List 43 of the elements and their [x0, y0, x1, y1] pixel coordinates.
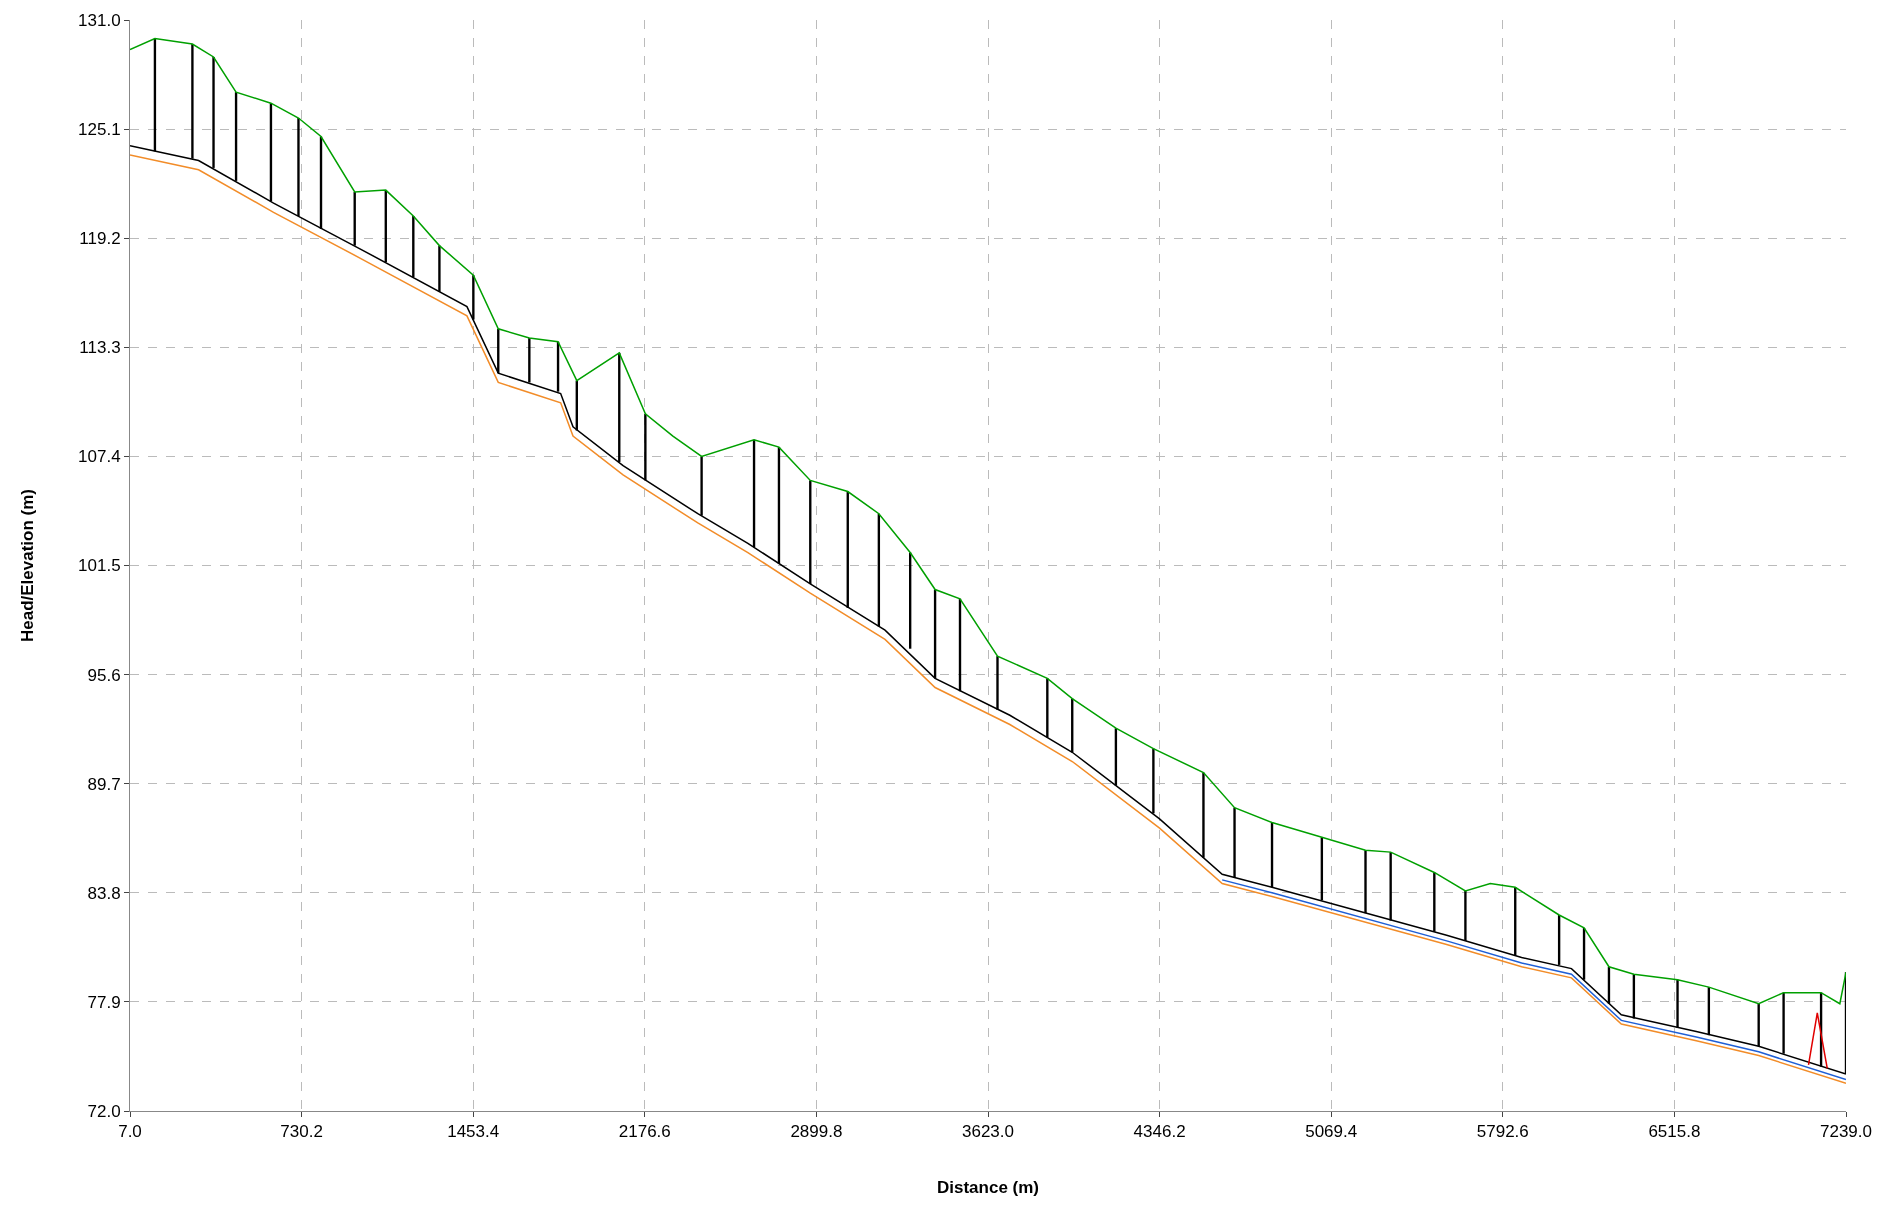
bar — [1233, 807, 1236, 879]
y-axis-title: Head/Elevation (m) — [17, 488, 37, 643]
bar — [1046, 678, 1049, 738]
x-tick-label: 7.0 — [118, 1122, 142, 1142]
bar — [1202, 772, 1205, 858]
x-axis-title: Distance (m) — [936, 1177, 1040, 1197]
y-tick-label: 101.5 — [78, 556, 121, 576]
bar — [644, 413, 647, 481]
x-tick-label: 1453.4 — [447, 1122, 500, 1142]
y-tick-label: 72.0 — [87, 1101, 121, 1121]
x-tick-label: 2899.8 — [790, 1122, 843, 1142]
y-tick-label: 95.6 — [87, 665, 121, 685]
y-tick-label: 107.4 — [78, 447, 121, 467]
x-tick-label: 6515.8 — [1648, 1122, 1701, 1142]
y-tick-label: 77.9 — [87, 992, 121, 1012]
bar — [1433, 872, 1436, 932]
x-tick-label: 5792.6 — [1476, 1122, 1529, 1142]
line-series — [130, 37, 1846, 1005]
bar — [472, 275, 475, 320]
x-tick-label: 730.2 — [280, 1122, 323, 1142]
y-tick-label: 113.3 — [79, 338, 121, 358]
line-series — [1221, 879, 1846, 1081]
y-tick-label: 125.1 — [78, 120, 121, 140]
bar — [1364, 850, 1367, 914]
y-tick-label: 89.7 — [87, 774, 121, 794]
x-tick-label: 4346.2 — [1133, 1122, 1186, 1142]
x-tick-label: 7239.0 — [1820, 1122, 1872, 1142]
bar — [528, 338, 531, 383]
bar — [996, 656, 999, 710]
bar — [1464, 890, 1467, 941]
x-tick-label: 5069.4 — [1305, 1122, 1358, 1142]
bar — [412, 216, 415, 278]
x-tick-label: 2176.6 — [618, 1122, 671, 1142]
y-tick-label: 83.8 — [87, 883, 121, 903]
bar — [1152, 748, 1155, 814]
bar — [700, 456, 703, 516]
bar — [1676, 979, 1679, 1028]
y-tick-label: 119.2 — [79, 229, 121, 249]
x-tick-label: 3623.0 — [962, 1122, 1014, 1142]
bar — [1782, 992, 1785, 1054]
y-tick-label: 131.0 — [78, 10, 121, 30]
bar — [1389, 852, 1392, 921]
bar — [438, 245, 441, 292]
